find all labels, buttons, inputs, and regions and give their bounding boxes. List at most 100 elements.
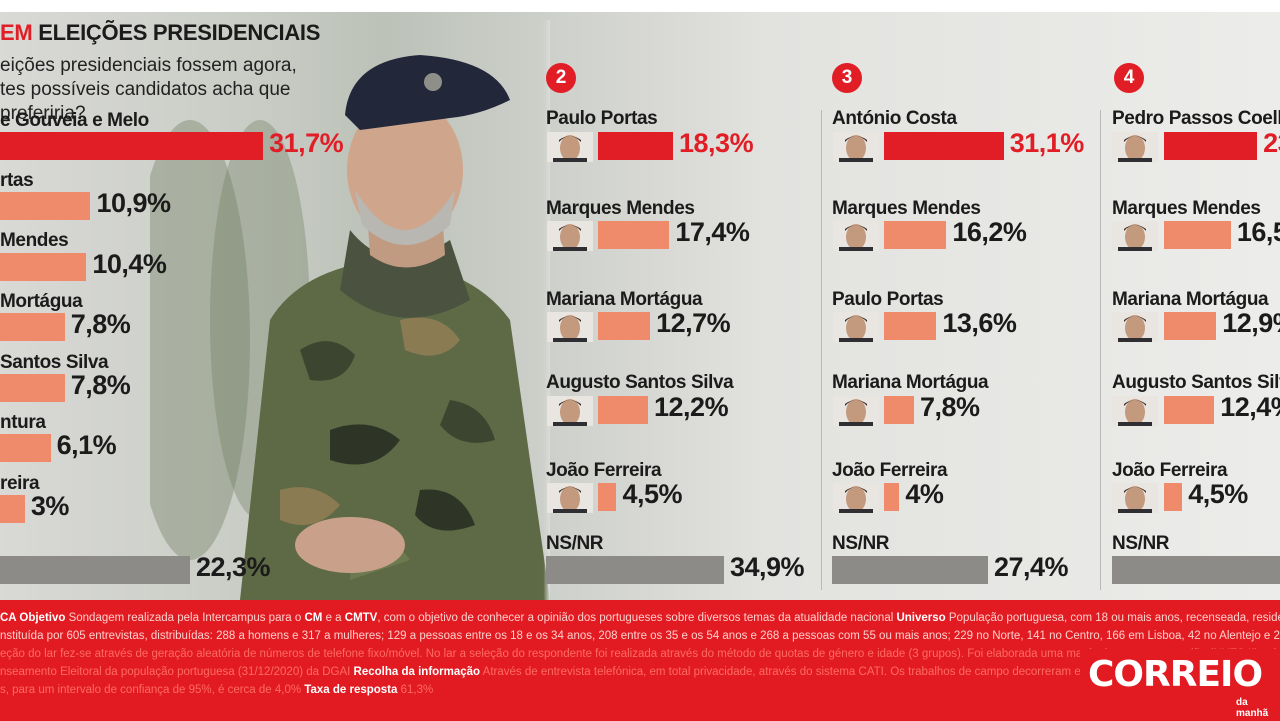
candidate-name: e Gouveia e Melo	[0, 110, 149, 131]
result-value: 31,1%	[1009, 128, 1085, 158]
scenario-number-badge: 2	[546, 63, 576, 93]
candidate-photo	[1112, 396, 1158, 426]
candidate-name: NS/NR	[832, 533, 890, 554]
result-bar	[1164, 312, 1217, 340]
footer-text-segment: CA Objetivo	[0, 612, 66, 624]
result-bar	[832, 556, 988, 584]
candidate-name: Mortágua	[0, 291, 83, 312]
candidate-name: Santos Silva	[0, 352, 109, 373]
result-value: 16,2%	[952, 217, 1027, 247]
candidate-name: Paulo Portas	[832, 289, 944, 310]
candidate-photo	[547, 312, 593, 342]
result-value: 12,7%	[656, 308, 731, 338]
infographic-title: EM ELEIÇÕES PRESIDENCIAIS	[0, 20, 320, 46]
result-bar	[0, 132, 264, 160]
candidate-photo	[833, 221, 879, 251]
candidate-photo	[547, 221, 593, 251]
result-bar	[884, 483, 900, 511]
methodology-footer: CA Objetivo Sondagem realizada pela Inte…	[0, 600, 1280, 721]
candidate-name: Augusto Santos Silva	[1112, 372, 1280, 393]
correio-logo: CORREIO	[1088, 654, 1263, 695]
candidate-name: NS/NR	[546, 533, 604, 554]
candidate-name: Mariana Mortágua	[832, 372, 989, 393]
result-value: 12,4%	[1220, 392, 1280, 422]
result-value: 23	[1263, 128, 1280, 158]
result-value: 12,9%	[1222, 308, 1280, 338]
footer-text-segment: CMTV	[344, 612, 378, 624]
candidate-name: João Ferreira	[1112, 460, 1228, 481]
candidate-name: Augusto Santos Silva	[546, 372, 734, 393]
correio-logo-backdrop	[1080, 649, 1280, 721]
result-bar	[0, 253, 87, 281]
result-bar	[598, 483, 617, 511]
candidate-name: rtas	[0, 170, 34, 191]
result-value: 10,9%	[96, 188, 171, 218]
candidate-name: Marques Mendes	[1112, 198, 1261, 219]
result-bar	[884, 312, 937, 340]
result-bar	[884, 132, 1004, 160]
footer-line-2: nstituída por 605 entrevistas, distribuí…	[0, 630, 1280, 642]
column-divider	[1100, 110, 1101, 590]
scenario-number-badge: 3	[832, 63, 862, 93]
candidate-name: Mariana Mortágua	[546, 289, 703, 310]
candidate-photo	[547, 483, 593, 513]
candidate-photo	[1112, 132, 1158, 162]
candidate-name: reira	[0, 473, 40, 494]
result-value: 34,9%	[730, 552, 805, 582]
footer-text-segment: Através de entrevista telefónica, em tot…	[480, 666, 1111, 678]
result-value: 3%	[30, 491, 70, 521]
candidate-photo	[547, 132, 593, 162]
result-bar	[0, 313, 65, 341]
result-bar	[1164, 396, 1215, 424]
candidate-photo	[833, 483, 879, 513]
footer-text-segment: s, para um intervalo de confiança de 95%…	[0, 684, 305, 696]
photo-background	[0, 12, 1280, 600]
candidate-photo	[1112, 312, 1158, 342]
footer-text-segment: e a	[322, 612, 345, 624]
candidate-name: Marques Mendes	[832, 198, 981, 219]
result-value: 16,5	[1236, 217, 1280, 247]
title-accent: EM	[0, 20, 33, 45]
result-value: 7,8%	[920, 392, 980, 422]
result-bar	[0, 434, 51, 462]
result-bar	[598, 396, 649, 424]
result-value: 7,8%	[70, 309, 131, 339]
candidate-photo	[1112, 221, 1158, 251]
result-value: 4%	[905, 479, 944, 509]
candidate-name: Mariana Mortágua	[1112, 289, 1269, 310]
footer-line-5: s, para um intervalo de confiança de 95%…	[0, 682, 433, 698]
result-value: 4,5%	[622, 479, 682, 509]
column-divider	[821, 110, 822, 590]
admiral-photo	[150, 20, 550, 600]
result-value: 17,4%	[675, 217, 750, 247]
result-value: 22,3%	[196, 552, 271, 582]
result-bar	[1164, 132, 1258, 160]
result-value: 10,4%	[92, 249, 167, 279]
candidate-photo	[833, 396, 879, 426]
footer-line-3: eção do lar fez-se através de geração al…	[0, 648, 1280, 660]
candidate-name: João Ferreira	[546, 460, 662, 481]
result-bar	[598, 221, 670, 249]
result-bar	[1164, 483, 1183, 511]
question-line-1: eições presidenciais fossem agora,	[0, 55, 297, 76]
result-value: 27,4%	[994, 552, 1069, 582]
result-bar	[546, 556, 724, 584]
result-bar	[1164, 221, 1231, 249]
result-value: 31,7%	[269, 128, 344, 158]
result-bar	[598, 132, 674, 160]
candidate-name: NS/NR	[1112, 533, 1170, 554]
footer-line-4: nseamento Eleitoral da população portugu…	[0, 664, 1110, 680]
result-bar	[0, 495, 25, 523]
candidate-name: António Costa	[832, 108, 957, 129]
scenario-number-badge: 4	[1114, 63, 1144, 93]
footer-text-segment: Sondagem realizada pela Intercampus para…	[65, 612, 305, 624]
result-bar	[884, 396, 915, 424]
footer-text-segment: nseamento Eleitoral da população portugu…	[0, 666, 354, 678]
footer-text-segment: Taxa de resposta	[304, 684, 398, 696]
candidate-name: Paulo Portas	[546, 108, 658, 129]
title-rest: ELEIÇÕES PRESIDENCIAIS	[32, 20, 321, 45]
candidate-photo	[833, 312, 879, 342]
result-value: 13,6%	[942, 308, 1017, 338]
candidate-photo	[833, 132, 879, 162]
